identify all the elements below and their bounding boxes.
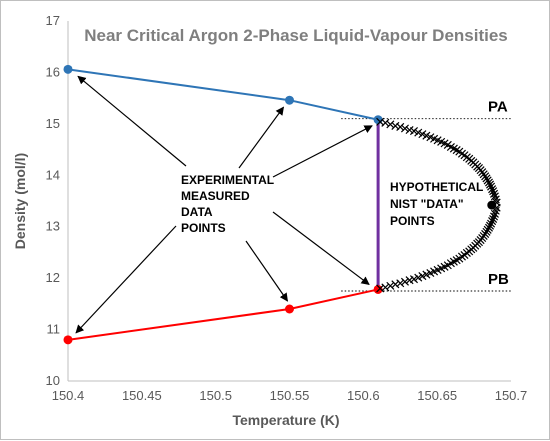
y-axis-label: Density (mol/l) xyxy=(12,153,28,249)
nist-point-marker xyxy=(489,212,499,221)
nist-point-marker xyxy=(400,124,409,133)
x-tick-label: 150.7 xyxy=(495,388,528,403)
annotation-nist-line: POINTS xyxy=(390,214,435,228)
y-tick-label: 13 xyxy=(46,219,60,234)
nist-point-marker xyxy=(484,178,494,187)
nist-point-marker xyxy=(391,121,400,130)
nist-point-marker xyxy=(486,180,495,189)
nist-point-marker xyxy=(414,128,423,137)
x-tick-label: 150.4 xyxy=(52,388,85,403)
nist-point-marker xyxy=(400,277,409,286)
annotation-arrow xyxy=(245,240,288,302)
data-point-vapour xyxy=(63,335,73,345)
y-tick-label: 14 xyxy=(46,167,60,182)
y-tick-label: 11 xyxy=(47,322,61,337)
nist-point-marker xyxy=(405,276,414,285)
nist-point-marker xyxy=(381,283,390,292)
nist-point-marker xyxy=(489,214,498,224)
annotation-arrow xyxy=(272,211,370,285)
data-point-vapour xyxy=(373,284,383,294)
x-tick-label: 150.55 xyxy=(270,388,310,403)
nist-point-marker xyxy=(396,122,405,131)
x-axis-label: Temperature (K) xyxy=(232,412,339,428)
nist-point-marker xyxy=(409,127,419,136)
data-point-vapour xyxy=(285,304,294,314)
x-tick-label: 150.45 xyxy=(122,388,162,403)
nist-point-marker xyxy=(414,273,423,282)
y-tick-label: 10 xyxy=(46,373,60,388)
annotation-experimental-line: POINTS xyxy=(181,221,226,235)
annotation-nist-line: NIST "DATA" xyxy=(390,197,464,211)
series-line-liquid xyxy=(67,68,379,121)
nist-point-marker xyxy=(488,185,497,194)
series-line-vapour xyxy=(67,288,379,341)
nist-point-marker xyxy=(396,279,405,288)
nist-point-marker xyxy=(486,221,495,230)
annotation-arrow xyxy=(75,225,177,334)
nist-point-marker xyxy=(386,281,395,290)
nist-point-marker xyxy=(483,225,492,234)
annotation-nist-line: HYPOTHETICAL xyxy=(390,180,483,194)
reference-label-pb: PB xyxy=(488,271,509,288)
chart-title: Near Critical Argon 2-Phase Liquid-Vapou… xyxy=(84,26,508,45)
y-tick-label: 15 xyxy=(46,116,60,131)
nist-point-marker xyxy=(489,189,499,198)
x-tick-label: 150.6 xyxy=(347,388,380,403)
critical-point xyxy=(487,200,497,210)
nist-point-marker xyxy=(386,120,395,129)
reference-label-pa: PA xyxy=(488,99,508,116)
annotation-arrow xyxy=(272,125,373,178)
nist-point-marker xyxy=(391,280,400,289)
annotation-arrow xyxy=(238,106,284,169)
nist-point-marker xyxy=(488,217,497,226)
nist-point-marker xyxy=(489,187,498,196)
annotation-experimental-line: EXPERIMENTAL xyxy=(181,173,274,187)
y-tick-label: 16 xyxy=(46,64,60,79)
data-point-liquid xyxy=(285,95,294,105)
nist-point-marker xyxy=(490,209,499,218)
nist-point-marker xyxy=(381,118,390,127)
nist-point-marker xyxy=(460,250,469,260)
annotation-arrow xyxy=(77,75,187,167)
nist-point-marker xyxy=(482,174,491,183)
annotation-experimental-line: MEASURED xyxy=(181,189,250,203)
data-point-liquid xyxy=(63,64,73,74)
nist-point-marker xyxy=(487,219,496,228)
plot-area: 150.4 150.45 150.5 150.55 150.6 150.65 150.7 10… xyxy=(46,13,528,403)
x-tick-label: 150.65 xyxy=(417,388,457,403)
nist-point-marker xyxy=(487,182,496,191)
y-tick-label: 12 xyxy=(46,270,60,285)
y-tick-label: 17 xyxy=(46,13,60,28)
nist-point-marker xyxy=(376,284,385,293)
nist-point-marker xyxy=(418,272,427,281)
x-tick-label: 150.5 xyxy=(199,388,232,403)
annotation-experimental-line: DATA xyxy=(181,205,213,219)
